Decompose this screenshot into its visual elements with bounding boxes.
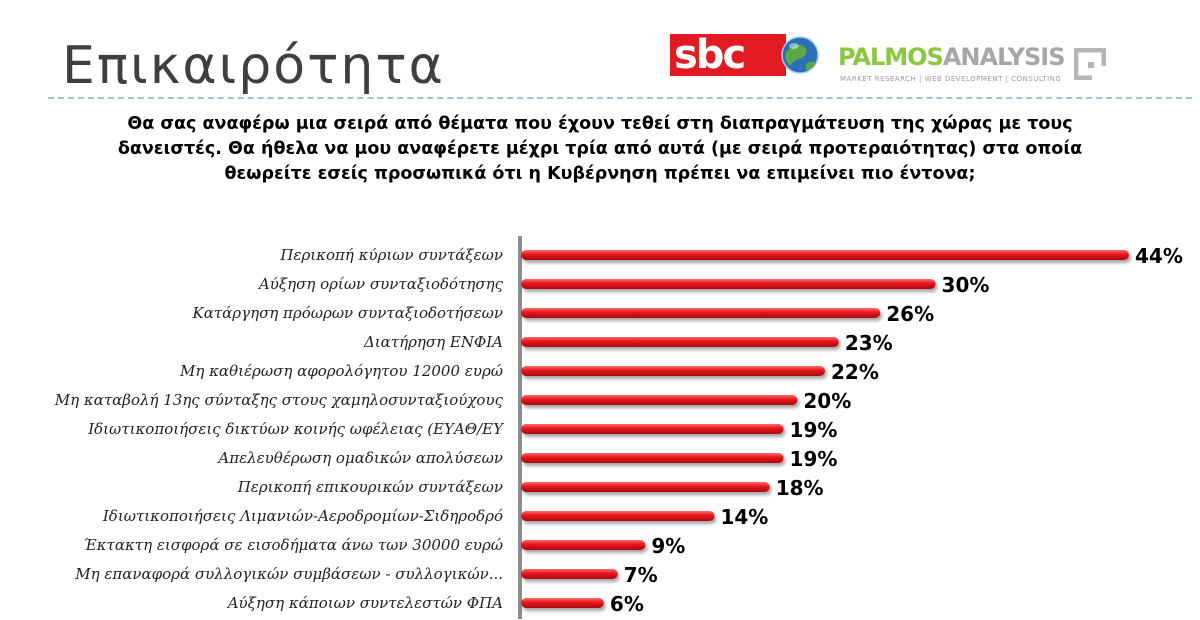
value-label: 18% [776, 476, 824, 500]
bar [521, 511, 715, 521]
palmos-logo-primary: PALMOS [838, 43, 944, 71]
palmos-analysis-logo: PALMOSANALYSIS MARKET RESEARCH | WEB DEV… [838, 44, 1118, 90]
value-label: 26% [886, 302, 934, 326]
category-label: Έκτακτη εισφορά σε εισοδήματα άνω των 30… [83, 536, 503, 554]
value-label: 6% [610, 592, 644, 616]
bar [521, 540, 646, 550]
category-label: Μη επαναφορά συλλογικών συμβάσεων - συλλ… [74, 565, 503, 583]
bar [521, 308, 881, 318]
category-label: Μη καθιέρωση αφορολόγητου 12000 ευρώ [179, 362, 503, 380]
value-label: 20% [803, 389, 851, 413]
value-label: 30% [942, 273, 990, 297]
category-label: Ιδιωτικοποιήσεις Λιμανιών-Αεροδρομίων-Σι… [102, 507, 503, 525]
sbc-logo-background [670, 34, 786, 76]
bar [521, 337, 839, 347]
bar [521, 453, 784, 463]
value-label: 23% [845, 331, 893, 355]
page-title: Επικαιρότητα [62, 36, 445, 96]
value-label: 44% [1135, 244, 1183, 268]
category-label: Αύξηση κάποιων συντελεστών ΦΠΑ [226, 594, 503, 612]
value-label: 22% [831, 360, 879, 384]
category-label: Κατάργηση πρόωρων συνταξιοδοτήσεων [192, 304, 503, 322]
palmos-logo-wordmark: PALMOSANALYSIS [838, 44, 1065, 70]
value-label: 7% [624, 563, 658, 587]
bar [521, 569, 618, 579]
value-label: 9% [651, 534, 685, 558]
category-label: Περικοπή επικουρικών συντάξεων [237, 478, 503, 496]
category-label: Διατήρηση ΕΝΦΙΑ [363, 333, 503, 351]
bar [521, 424, 784, 434]
value-label: 19% [790, 418, 838, 442]
header-divider [48, 97, 1192, 99]
bar [521, 250, 1129, 260]
sbc-logo: sbc [670, 30, 820, 78]
bar [521, 279, 936, 289]
category-label: Περικοπή κύριων συντάξεων [279, 246, 503, 264]
bar [521, 598, 604, 608]
bar [521, 366, 825, 376]
value-label: 14% [720, 505, 768, 529]
globe-icon [781, 36, 819, 74]
palmos-logo-secondary: ANALYSIS [942, 43, 1066, 71]
y-axis-line [518, 236, 522, 619]
category-label: Ιδιωτικοποιήσεις δικτύων κοινής ωφέλειας… [87, 420, 505, 438]
sbc-logo-text: sbc [674, 32, 744, 78]
category-label: Απελευθέρωση ομαδικών απολύσεων [216, 449, 503, 467]
value-label: 19% [790, 447, 838, 471]
palmos-square-icon [1073, 47, 1107, 81]
bar [521, 395, 798, 405]
category-label: Αύξηση ορίων συνταξιοδότησης [257, 275, 504, 293]
chart-title: Θα σας αναφέρω μια σειρά από θέματα που … [117, 114, 1083, 184]
category-label: Μη καταβολή 13ης σύνταξης στους χαμηλοσυ… [54, 391, 504, 409]
palmos-logo-tagline: MARKET RESEARCH | WEB DEVELOPMENT | CONS… [840, 75, 1062, 83]
bar [521, 482, 770, 492]
